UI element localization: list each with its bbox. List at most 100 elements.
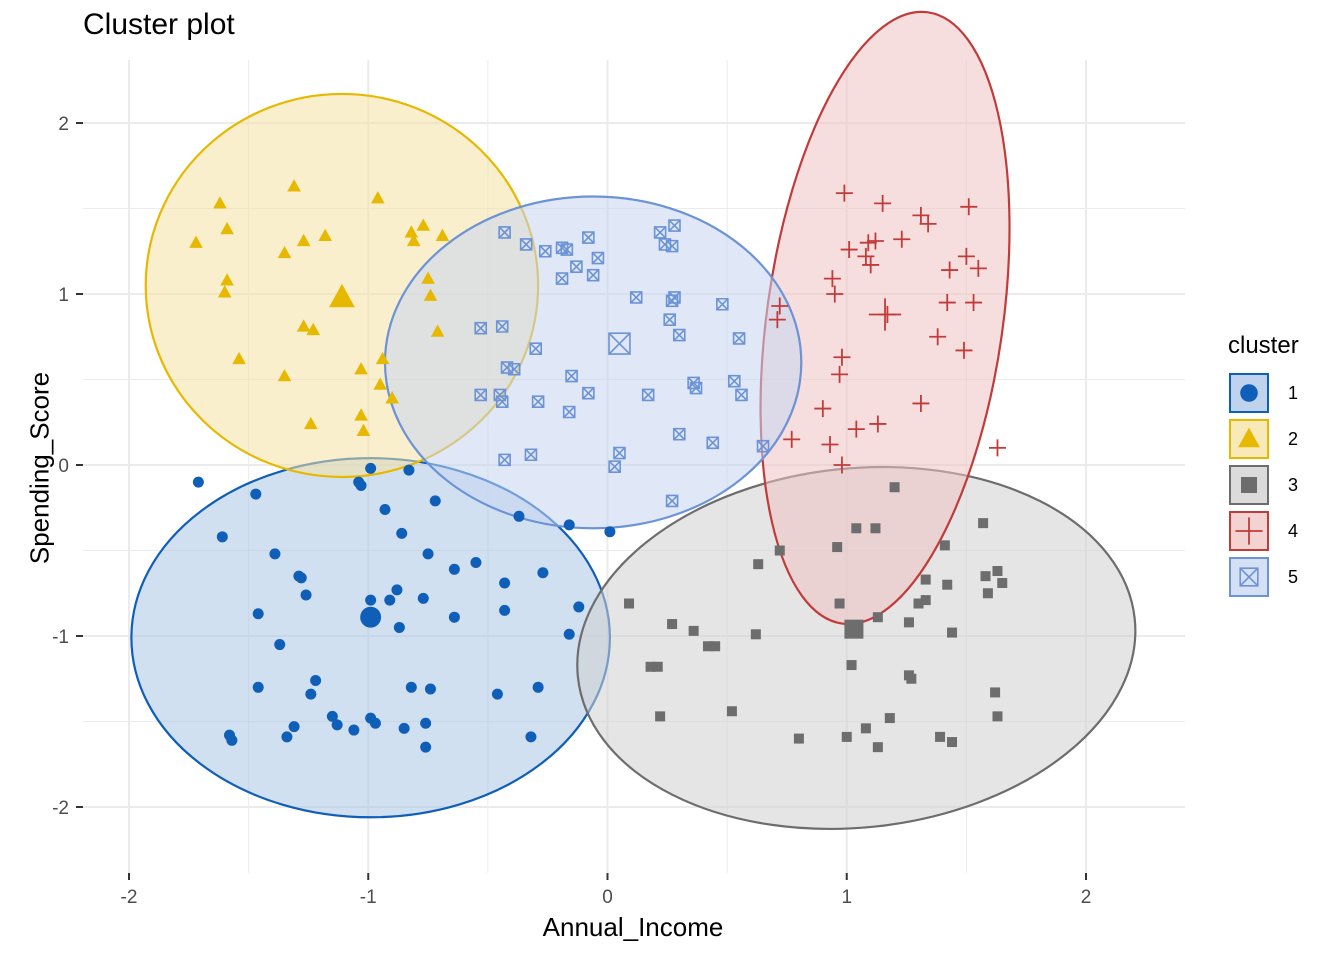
point-cluster-1 [252,681,264,693]
point-cluster-3 [655,711,666,722]
point-cluster-3 [947,737,958,748]
point-cluster-3 [980,571,991,582]
point-cluster-5 [735,388,748,402]
y-tick-label: -2 [52,798,69,819]
legend-key-3 [1229,465,1269,505]
point-cluster-1 [252,608,264,620]
point-cluster-1 [326,710,338,722]
point-cluster-2 [404,225,419,238]
legend-item-4: 4 [1228,508,1299,554]
legend-item-1: 1 [1228,370,1299,416]
point-cluster-5 [665,239,679,253]
point-cluster-1 [429,495,441,507]
point-cluster-4 [929,328,947,346]
point-cluster-2 [318,228,332,242]
point-cluster-1 [365,462,377,474]
point-cluster-5 [498,226,511,239]
point-cluster-3 [793,733,804,744]
point-cluster-4 [874,194,892,212]
legend-key-1 [1229,373,1269,413]
point-cluster-2 [220,221,234,235]
legend-label: 2 [1288,428,1299,449]
point-cluster-2 [435,228,450,242]
point-cluster-2 [423,288,438,301]
point-cluster-4 [955,341,973,359]
centroid-cluster-3 [844,619,864,639]
point-cluster-1 [396,527,408,539]
point-cluster-2 [430,324,445,337]
point-cluster-4 [866,232,884,250]
point-cluster-5 [495,395,509,409]
legend: cluster 1 2 3 4 5 [1228,332,1299,600]
point-cluster-4 [833,348,851,366]
point-cluster-1 [604,526,616,538]
point-cluster-2 [406,233,421,247]
point-cluster-4 [893,230,911,248]
point-cluster-1 [420,717,432,729]
point-cluster-3 [997,577,1008,588]
point-cluster-1 [384,594,396,606]
point-cluster-2 [304,416,318,430]
point-cluster-1 [563,519,575,531]
point-cluster-1 [470,556,482,568]
point-cluster-1 [250,488,262,500]
point-cluster-3 [889,482,900,493]
point-cluster-1 [391,584,403,596]
point-cluster-5 [716,297,729,311]
point-cluster-1 [379,503,391,515]
y-tick-label: 2 [58,114,69,135]
point-cluster-2 [385,391,399,404]
point-cluster-5 [555,272,569,285]
point-cluster-4 [988,439,1006,457]
point-cluster-1 [355,480,367,492]
x-axis-title: Annual_Income [542,912,724,942]
point-cluster-3 [978,518,989,529]
point-cluster-4 [957,247,975,265]
point-cluster-3 [774,545,785,556]
point-cluster-5 [582,386,595,400]
point-cluster-3 [750,629,761,640]
point-cluster-4 [783,430,801,448]
point-cluster-1 [424,683,436,695]
point-cluster-3 [753,559,764,570]
point-cluster-4 [823,270,841,288]
point-cluster-4 [835,184,853,202]
legend-marker [1235,517,1263,545]
point-cluster-5 [570,260,583,273]
point-cluster-5 [665,494,679,508]
point-cluster-2 [306,322,321,336]
point-cluster-1 [331,719,343,731]
point-cluster-5 [613,446,626,460]
point-cluster-4 [821,435,839,453]
legend-marker [1238,427,1260,448]
point-cluster-3 [688,625,699,636]
point-cluster-2 [416,218,431,231]
legend-item-2: 2 [1228,416,1299,462]
legend-label: 3 [1288,474,1299,495]
legend-label: 4 [1288,520,1299,541]
point-cluster-5 [474,321,487,335]
point-cluster-1 [448,563,460,575]
cluster-ellipse-5 [383,195,803,530]
point-cluster-1 [525,731,537,743]
point-cluster-5 [706,436,720,450]
point-cluster-5 [507,362,521,376]
point-cluster-3 [992,711,1003,722]
point-cluster-1 [491,688,503,700]
point-cluster-4 [938,294,956,312]
point-cluster-3 [846,660,857,671]
centroid-cluster-2 [329,283,355,308]
point-cluster-2 [373,377,388,390]
legend-key-4 [1229,511,1269,551]
point-cluster-1 [295,572,307,584]
x-tick-label: 1 [841,887,852,908]
point-cluster-1 [417,592,429,604]
legend-key-2 [1229,419,1269,459]
point-cluster-4 [941,261,959,279]
point-cluster-1 [537,567,549,579]
point-cluster-1 [300,589,312,601]
y-axis-title: Spending_Score [24,371,55,565]
point-cluster-3 [903,617,914,628]
point-cluster-1 [281,731,293,743]
